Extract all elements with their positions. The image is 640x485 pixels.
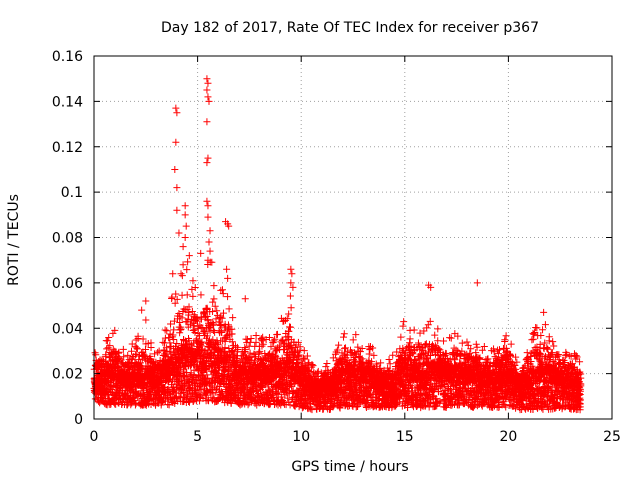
chart-canvas: 0510152025 00.020.040.060.080.10.120.140… [0, 0, 640, 480]
roti-scatter-chart: 0510152025 00.020.040.060.080.10.120.140… [0, 0, 640, 480]
